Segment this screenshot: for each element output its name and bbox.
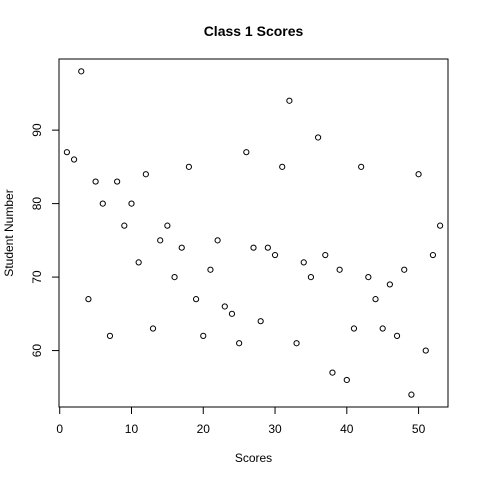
data-point [106, 332, 114, 339]
chart-title: Class 1 Scores [204, 23, 304, 39]
data-point [185, 163, 193, 170]
data-point [178, 244, 185, 251]
data-point [207, 266, 214, 273]
data-point [271, 251, 279, 259]
data-point [408, 391, 415, 398]
data-point [264, 244, 271, 251]
data-point [78, 68, 85, 75]
x-tick-label: 50 [412, 422, 426, 436]
data-point [85, 296, 92, 303]
y-tick-label: 90 [30, 123, 44, 137]
data-point [243, 149, 250, 156]
y-axis: 60 70 80 90 [30, 123, 60, 358]
data-point [336, 266, 343, 273]
data-point [236, 340, 243, 347]
data-point [393, 332, 401, 339]
data-point [307, 273, 315, 281]
data-point [142, 171, 149, 178]
x-tick-label: 0 [56, 422, 63, 436]
data-point [128, 200, 135, 207]
data-point [121, 222, 128, 229]
data-point [257, 318, 264, 325]
data-point [379, 325, 386, 332]
data-point [293, 340, 300, 347]
data-point [358, 163, 365, 170]
data-point [286, 97, 293, 104]
data-point [157, 237, 164, 244]
data-point [149, 325, 157, 332]
data-point [343, 376, 350, 384]
data-point [92, 178, 99, 185]
data-point [114, 178, 121, 185]
x-tick-label: 10 [125, 422, 139, 436]
data-points [63, 68, 444, 398]
x-axis-label: Scores [235, 451, 272, 465]
data-point [314, 134, 322, 141]
data-point [437, 222, 444, 229]
data-point [228, 310, 236, 317]
y-tick-label: 80 [30, 197, 44, 211]
data-point [70, 156, 78, 163]
data-point [250, 244, 257, 251]
data-point [329, 369, 336, 376]
y-tick-label: 70 [30, 270, 44, 284]
data-point [200, 332, 207, 339]
x-tick-label: 40 [340, 422, 354, 436]
data-point [415, 171, 422, 178]
data-point [429, 251, 437, 259]
x-axis: 0 10 20 30 40 50 [56, 406, 426, 436]
data-point [401, 266, 408, 273]
data-point [214, 237, 221, 244]
data-point [365, 273, 372, 281]
data-point [386, 281, 393, 288]
data-point [300, 259, 307, 266]
data-point [192, 296, 200, 303]
data-point [171, 273, 178, 281]
y-tick-label: 60 [30, 344, 44, 358]
data-point [99, 200, 106, 207]
data-point [63, 149, 70, 156]
data-point [164, 222, 171, 229]
data-point [372, 296, 379, 303]
data-point [135, 259, 142, 266]
data-point [221, 303, 228, 310]
data-point [422, 347, 429, 354]
data-point [350, 325, 358, 332]
data-point [322, 251, 329, 259]
x-tick-label: 30 [268, 422, 282, 436]
x-tick-label: 20 [197, 422, 211, 436]
y-axis-label: Student Number [2, 189, 16, 276]
data-point [279, 163, 286, 170]
